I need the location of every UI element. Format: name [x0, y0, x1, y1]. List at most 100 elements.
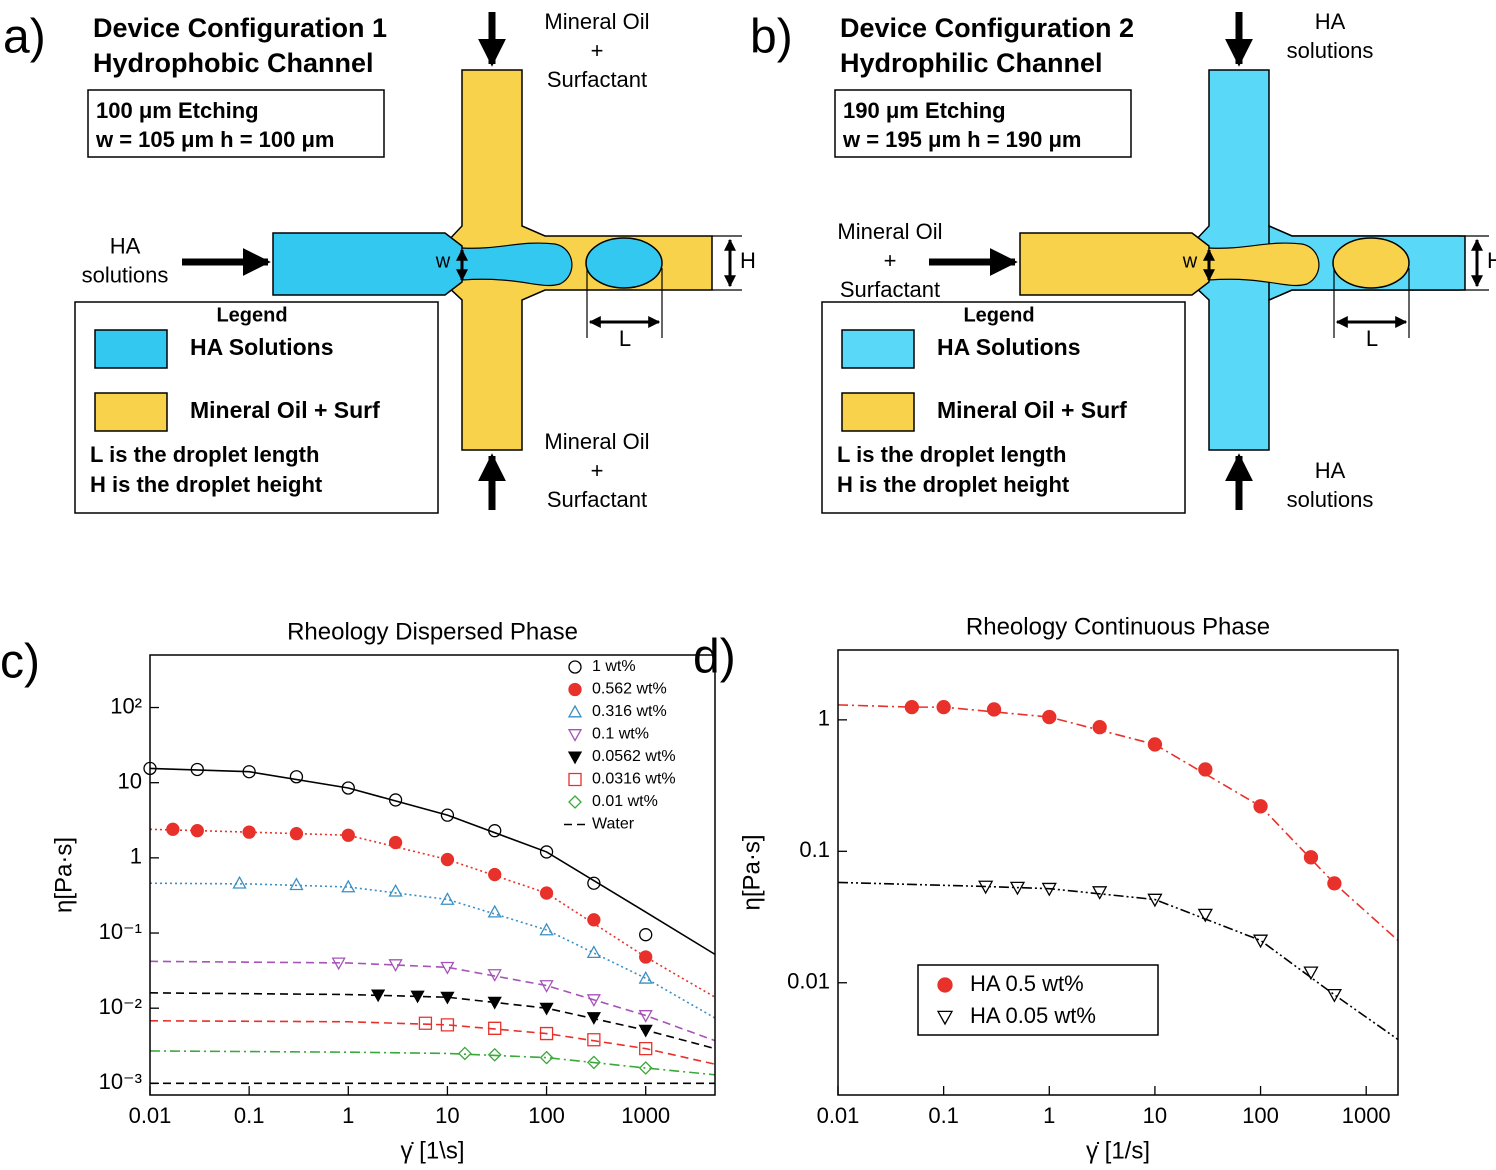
marker — [166, 822, 180, 836]
marker — [1042, 709, 1057, 725]
panel-label: d) — [693, 631, 736, 684]
droplet — [1332, 237, 1410, 289]
legend-label: 0.01 wt% — [592, 793, 658, 810]
legend-swatch — [841, 329, 915, 369]
legend-label: 0.0562 wt% — [592, 748, 676, 765]
marker — [371, 989, 386, 1003]
marker — [487, 969, 502, 982]
inlet-channel — [272, 232, 463, 296]
y-axis-label: η[Pa·s] — [738, 834, 765, 910]
marker — [488, 1021, 502, 1035]
y-tick-label: 10⁻¹ — [99, 919, 142, 944]
dim-label: L — [1366, 326, 1378, 351]
x-tick-label: 0.01 — [129, 1103, 172, 1128]
marker — [331, 957, 346, 971]
legend-marker — [937, 977, 953, 993]
marker — [586, 1012, 601, 1025]
spec-text: w = 195 μm h = 190 μm — [842, 127, 1082, 152]
marker — [1253, 799, 1268, 814]
x-axis-label: γ̇ [1/s] — [1086, 1137, 1150, 1164]
legend-marker — [568, 660, 582, 674]
marker — [587, 913, 601, 927]
marker — [341, 781, 355, 795]
panel-label: a) — [3, 11, 46, 64]
inlet-label: HA — [1315, 9, 1346, 34]
marker — [1147, 737, 1163, 752]
plot-frame — [149, 654, 716, 1096]
marker — [289, 770, 304, 784]
inlet-label: HA — [1315, 458, 1346, 483]
dim-label: L — [619, 326, 631, 351]
marker — [1252, 934, 1269, 949]
inlet-label: solutions — [82, 262, 169, 287]
x-axis-label: γ̇ [1\s] — [400, 1137, 464, 1164]
inlet-label: + — [591, 38, 604, 63]
marker — [440, 1018, 455, 1032]
legend-swatch — [94, 329, 168, 369]
marker — [242, 765, 256, 779]
legend-marker — [567, 751, 583, 765]
marker — [1327, 876, 1342, 891]
inlet-label: Mineral Oil — [544, 429, 649, 454]
fit-line — [149, 1050, 716, 1076]
marker — [978, 880, 994, 895]
chart-title: Rheology Continuous Phase — [966, 613, 1270, 640]
panel-title: Hydrophilic Channel — [840, 48, 1103, 78]
marker — [539, 1050, 554, 1065]
fit-line — [837, 881, 1399, 1041]
marker — [289, 826, 304, 841]
legend-label: 0.0316 wt% — [592, 771, 676, 788]
panel-label: b) — [750, 11, 793, 64]
panel-title: Device Configuration 1 — [93, 13, 387, 43]
legend-label: Water — [592, 816, 635, 833]
spec-text: w = 105 μm h = 100 μm — [95, 127, 335, 152]
legend-marker — [568, 772, 582, 787]
marker — [638, 1024, 653, 1038]
inlet-label: Mineral Oil — [837, 219, 942, 244]
marker — [388, 793, 403, 807]
dispersed-thread — [461, 242, 573, 287]
droplet — [585, 237, 663, 289]
diagram-panel: a) Device Configuration 1 Hydrophobic Chan… — [3, 9, 756, 514]
legend-label: 1 wt% — [592, 658, 636, 675]
panel-label: c) — [0, 636, 40, 689]
plot-area — [143, 761, 716, 1085]
legend-marker — [567, 704, 583, 718]
marker — [388, 959, 403, 972]
marker — [242, 825, 256, 839]
marker — [440, 852, 455, 867]
marker — [1326, 988, 1343, 1003]
dim-label: w — [435, 250, 451, 272]
dispersed-thread — [1208, 242, 1320, 287]
marker — [639, 1041, 653, 1056]
x-tick-label: 0.01 — [817, 1103, 860, 1128]
legend-marker — [568, 682, 582, 697]
marker — [1092, 886, 1108, 900]
y-tick-label: 10⁻³ — [99, 1069, 142, 1094]
marker — [539, 845, 554, 859]
inlet-label: HA — [110, 233, 141, 258]
marker — [388, 883, 403, 897]
legend-title: Legend — [216, 304, 287, 326]
marker — [539, 886, 554, 900]
x-tick-label: 100 — [528, 1103, 565, 1128]
fit-line — [149, 992, 716, 1050]
legend-box — [917, 964, 1159, 1036]
fit-line — [837, 704, 1399, 941]
legend-label: Mineral Oil + Surf — [937, 397, 1127, 423]
y-tick-label: 1 — [818, 706, 830, 731]
legend-label: 0.1 wt% — [592, 726, 649, 743]
legend-note: L is the droplet length — [90, 442, 319, 467]
marker — [488, 867, 502, 882]
marker — [587, 1033, 601, 1047]
legend-swatch — [841, 392, 915, 432]
marker — [457, 1046, 472, 1061]
spec-text: 100 μm Etching — [96, 98, 259, 123]
x-tick-label: 10 — [435, 1103, 459, 1128]
inlet-label: Surfactant — [840, 277, 940, 302]
legend-note: H is the droplet height — [837, 472, 1070, 497]
inlet-label: + — [591, 458, 604, 483]
legend-label: Mineral Oil + Surf — [190, 397, 380, 423]
marker — [539, 980, 554, 993]
marker — [638, 1061, 653, 1075]
